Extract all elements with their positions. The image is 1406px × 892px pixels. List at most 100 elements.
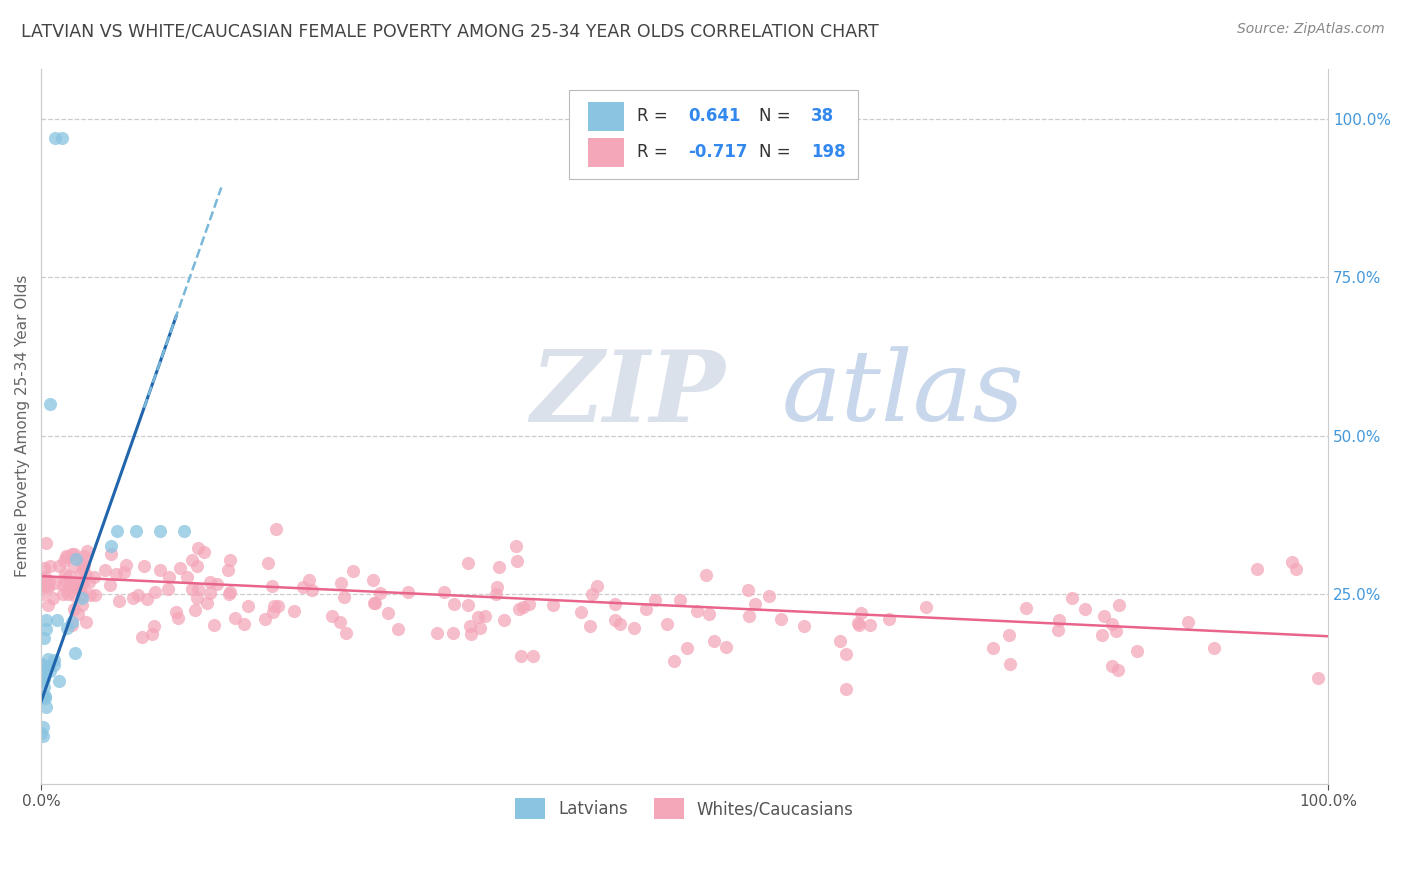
Point (70, 566, 93, 581)
Point (70, 591, 93, 605)
Point (377, 607, 399, 621)
Point (122, 591, 145, 606)
Point (187, 582, 209, 596)
Point (94, 563, 117, 577)
Point (32, 672, 55, 686)
Point (262, 605, 284, 619)
Text: 198: 198 (811, 144, 845, 161)
Point (1285, 561, 1308, 575)
Point (67, 580, 90, 594)
Point (35, 613, 58, 627)
Point (232, 617, 254, 632)
Point (34, 690, 56, 705)
Point (609, 617, 631, 632)
Point (34, 690, 56, 704)
Text: N =: N = (759, 144, 796, 161)
Point (100, 539, 122, 553)
Point (877, 612, 900, 626)
Point (31, 587, 53, 601)
Point (38, 574, 60, 588)
Point (579, 618, 602, 632)
Point (44, 131, 66, 145)
Text: N =: N = (759, 107, 796, 126)
Point (219, 585, 242, 599)
Point (669, 592, 692, 607)
Point (42, 591, 65, 606)
Point (541, 598, 564, 612)
Point (53, 573, 76, 587)
Point (363, 596, 385, 610)
Point (62, 559, 84, 574)
Point (655, 617, 678, 632)
Point (581, 587, 603, 601)
Point (32, 579, 55, 593)
Point (115, 558, 138, 572)
Point (181, 553, 204, 567)
Point (202, 618, 225, 632)
Point (79, 588, 101, 602)
Point (744, 598, 766, 612)
Point (31, 574, 53, 588)
Point (264, 522, 287, 536)
Point (644, 592, 666, 607)
Text: Source: ZipAtlas.com: Source: ZipAtlas.com (1237, 22, 1385, 37)
Point (1049, 614, 1071, 628)
Point (623, 621, 645, 635)
Point (676, 641, 699, 656)
Point (60, 617, 83, 632)
Point (485, 587, 508, 601)
Point (467, 610, 489, 624)
Point (52, 578, 75, 592)
Point (263, 599, 285, 614)
Point (34, 536, 56, 550)
Text: -0.717: -0.717 (689, 144, 748, 161)
Point (45, 613, 67, 627)
Text: R =: R = (637, 107, 673, 126)
Point (321, 608, 343, 623)
Point (333, 591, 356, 605)
Point (769, 612, 792, 626)
Point (35, 664, 58, 678)
Point (60, 548, 83, 562)
Point (330, 575, 353, 590)
Point (32, 690, 55, 704)
Point (267, 599, 290, 614)
Point (44, 576, 66, 591)
Point (517, 597, 540, 611)
Point (335, 625, 357, 640)
Point (181, 582, 204, 597)
Point (793, 618, 815, 632)
Point (193, 545, 215, 559)
Point (329, 615, 352, 629)
Point (38, 559, 60, 574)
Point (70, 555, 93, 569)
Point (136, 592, 159, 607)
Point (569, 605, 592, 619)
Point (76, 544, 98, 558)
Point (32, 680, 55, 694)
Point (468, 621, 491, 635)
Point (363, 596, 385, 610)
Point (848, 618, 870, 632)
Point (301, 582, 323, 597)
Text: ZIP: ZIP (530, 346, 725, 442)
Legend: Latvians, Whites/Caucasians: Latvians, Whites/Caucasians (509, 792, 860, 825)
Point (65, 552, 87, 566)
Point (510, 648, 533, 663)
Point (31, 690, 53, 704)
Point (981, 640, 1004, 655)
Point (63, 589, 86, 603)
Point (75, 568, 97, 582)
Point (1105, 624, 1128, 638)
Point (176, 570, 198, 584)
Point (737, 582, 759, 597)
Point (714, 640, 737, 655)
Point (387, 622, 409, 636)
Point (53, 566, 76, 581)
Point (165, 605, 187, 619)
Point (105, 524, 128, 538)
Point (149, 563, 172, 577)
Point (30, 726, 52, 740)
Point (488, 560, 510, 574)
Point (42, 653, 65, 667)
